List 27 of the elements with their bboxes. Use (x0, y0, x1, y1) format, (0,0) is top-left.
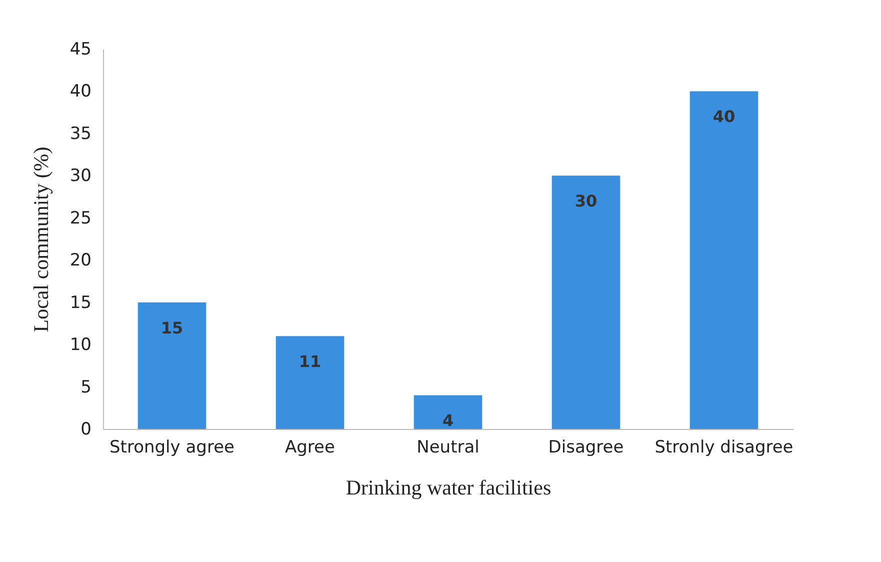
y-tick-label: 25 (70, 208, 92, 228)
data-label: 40 (712, 107, 736, 126)
x-tick-label: Disagree (548, 438, 624, 458)
x-tick-label: Strongly agree (110, 438, 234, 458)
data-label: 4 (442, 411, 454, 430)
data-label: 15 (160, 318, 184, 338)
y-tick-label: 10 (70, 335, 92, 356)
y-tick-label: 35 (70, 124, 92, 144)
x-axis-title: Drinking water facilities (346, 476, 552, 500)
bar (414, 395, 482, 429)
bar (276, 336, 344, 429)
bar (552, 176, 620, 429)
x-tick-label: Agree (285, 438, 335, 458)
y-tick-label: 45 (70, 40, 92, 60)
y-axis-title: Local community (%) (28, 146, 53, 332)
x-tick-label: Stronly disagree (654, 438, 794, 458)
y-tick-label: 15 (70, 292, 92, 313)
y-tick-label: 30 (70, 166, 92, 186)
x-tick-label: Neutral (416, 438, 480, 458)
y-tick-label: 5 (80, 377, 92, 398)
y-tick-label: 0 (80, 420, 92, 440)
data-label: 30 (574, 192, 598, 211)
bar (138, 302, 206, 429)
y-tick-label: 40 (70, 82, 92, 102)
y-tick-label: 20 (70, 250, 92, 271)
data-label: 11 (298, 352, 322, 372)
bar (690, 91, 758, 429)
